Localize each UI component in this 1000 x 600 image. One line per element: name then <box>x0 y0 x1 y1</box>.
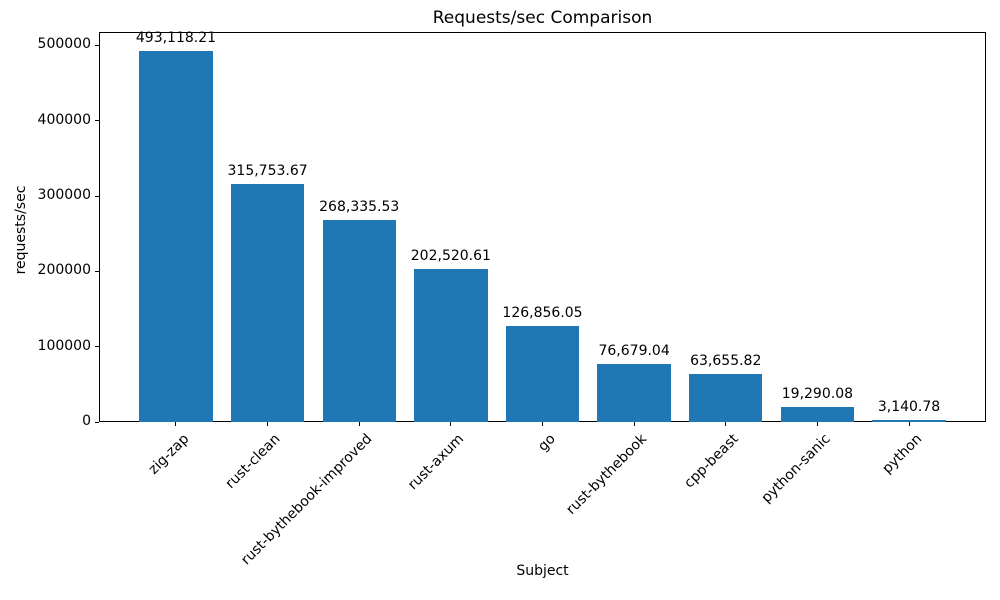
x-tick-label-python-sanic: python-sanic <box>758 431 834 507</box>
x-axis-label: Subject <box>516 563 569 579</box>
y-tick-label: 100000 <box>37 337 91 354</box>
x-tick <box>816 422 818 426</box>
x-tick <box>358 422 360 426</box>
bar-value-label: 268,335.53 <box>319 198 400 215</box>
bar-value-label: 19,290.08 <box>781 386 854 403</box>
y-axis-label: requests/sec <box>13 185 29 275</box>
chart-title: Requests/sec Comparison <box>432 8 653 28</box>
y-tick-label: 400000 <box>37 111 91 128</box>
bar-rust-axum <box>414 269 488 422</box>
y-tick-label: 200000 <box>37 262 91 279</box>
bar-value-label: 126,856.05 <box>502 305 583 322</box>
x-tick-label-rust-clean: rust-clean <box>223 431 284 492</box>
y-tick <box>95 195 99 197</box>
x-tick-label-go: go <box>535 431 559 455</box>
x-tick-label-cpp-beast: cpp-beast <box>681 431 743 492</box>
y-tick <box>95 120 99 122</box>
bar-zig-zap <box>139 50 213 422</box>
bar-python <box>872 419 946 422</box>
bar-rust-bythebook-improved <box>322 219 396 422</box>
y-tick-label: 0 <box>82 413 91 429</box>
x-tick-label-rust-bythebook: rust-bythebook <box>563 431 651 518</box>
bar-rust-clean <box>230 184 305 422</box>
bar-python-sanic <box>780 407 855 422</box>
bar-go <box>505 326 580 422</box>
bar-value-label: 493,118.21 <box>135 29 217 46</box>
x-tick <box>908 422 910 426</box>
x-tick <box>725 422 727 426</box>
bar-value-label: 63,655.82 <box>690 353 762 370</box>
y-tick-label: 300000 <box>37 187 91 204</box>
x-tick <box>267 422 269 426</box>
bar-value-label: 76,679.04 <box>598 343 670 360</box>
x-tick <box>450 422 452 426</box>
y-tick <box>95 270 99 272</box>
x-tick-label-zig-zap: zig-zap <box>145 431 193 478</box>
y-tick <box>95 346 99 348</box>
y-tick <box>95 44 99 46</box>
bar-rust-bythebook <box>597 364 671 422</box>
bar-value-label: 3,140.78 <box>877 398 941 415</box>
x-tick-label-rust-axum: rust-axum <box>405 431 468 494</box>
x-tick-label-python: python <box>879 431 926 477</box>
x-tick <box>633 422 635 426</box>
y-tick <box>95 421 99 423</box>
bar-value-label: 202,520.61 <box>410 248 491 265</box>
y-tick-label: 500000 <box>37 36 91 53</box>
x-tick <box>175 422 177 426</box>
x-tick <box>542 422 543 426</box>
bar-value-label: 315,753.67 <box>227 163 308 180</box>
bar-cpp-beast <box>689 374 763 422</box>
